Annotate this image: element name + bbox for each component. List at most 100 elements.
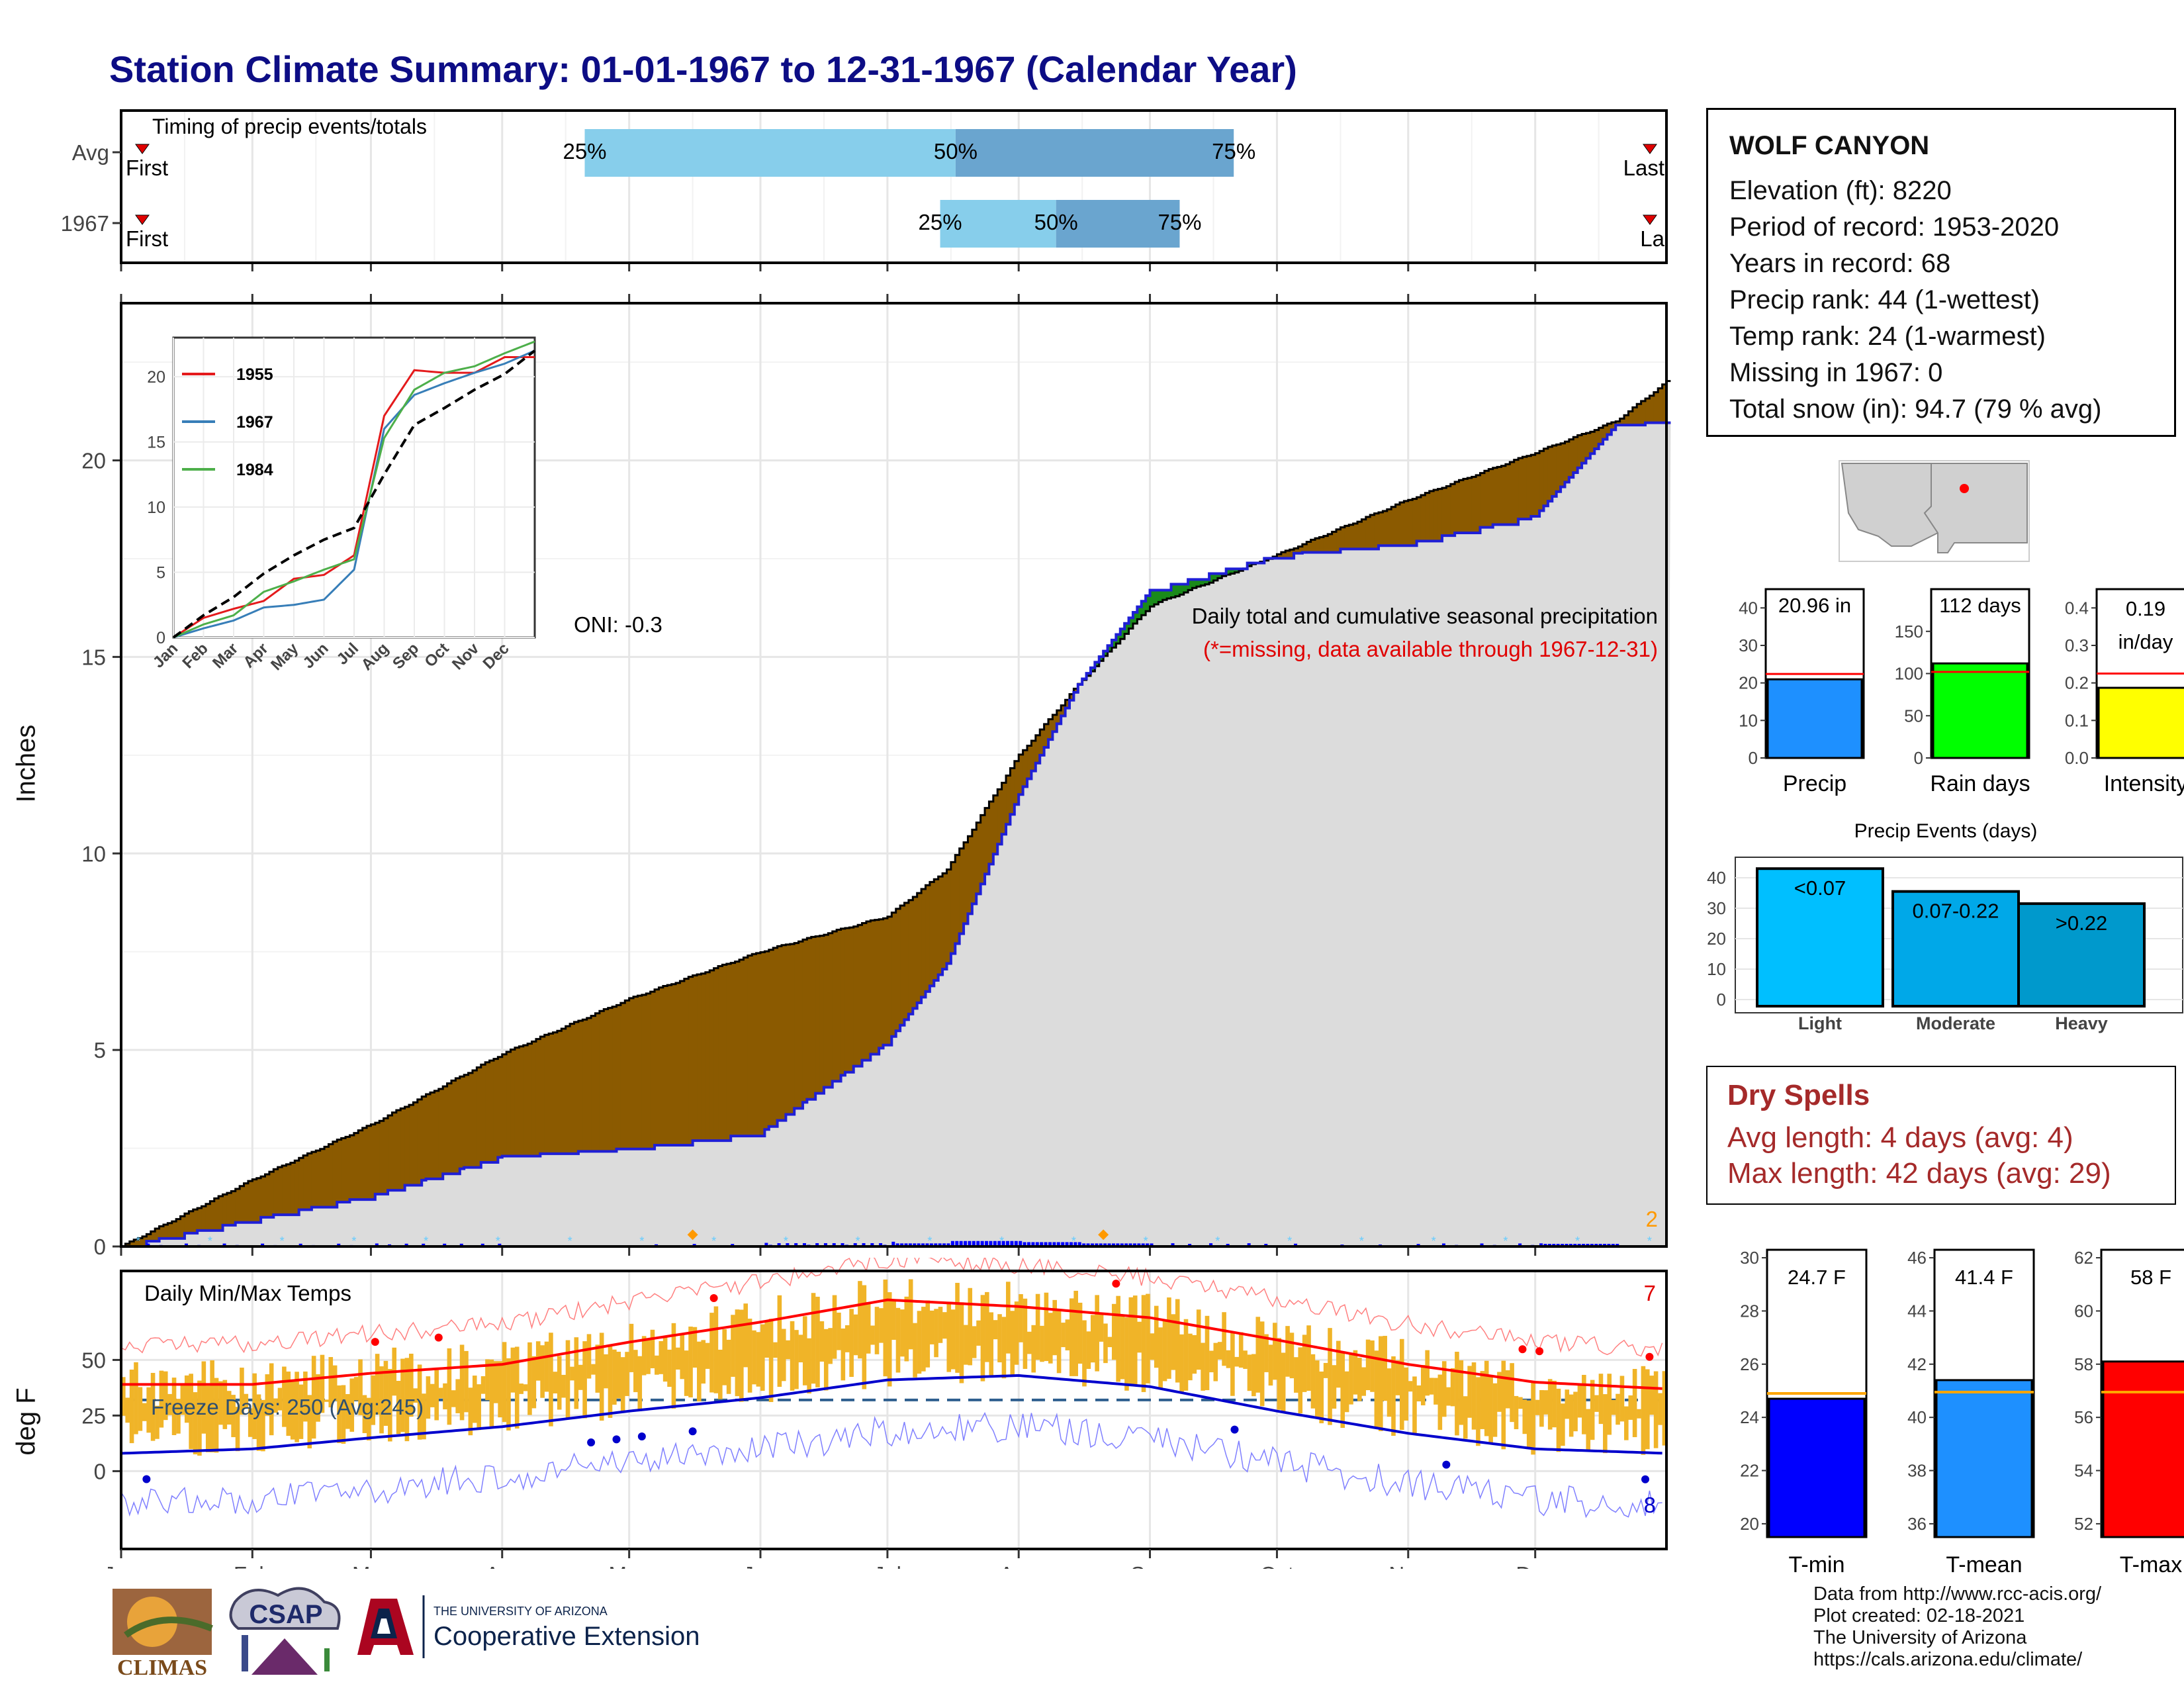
- precip-difference: [540, 1037, 545, 1154]
- temp-ylabel: deg F: [11, 1387, 41, 1456]
- daily-temp-bar: [731, 1315, 735, 1377]
- precip-difference: [1052, 714, 1058, 732]
- daily-temp-bar: [1598, 1374, 1604, 1425]
- daily-temp-bar: [662, 1337, 668, 1382]
- daily-temp-bar: [1425, 1350, 1430, 1396]
- daily-precip-bar: [832, 1243, 836, 1246]
- daily-precip-bar: [1150, 1243, 1154, 1246]
- daily-temp-bar: [917, 1311, 922, 1374]
- missing-snow-mark: *: [1215, 1235, 1220, 1248]
- precip-difference: [1213, 573, 1218, 581]
- precip-difference: [637, 996, 643, 1149]
- daily-temp-bar: [874, 1307, 880, 1354]
- daily-temp-bar: [1137, 1321, 1142, 1353]
- station-line: Elevation (ft): 8220: [1729, 176, 1952, 205]
- daily-temp-bar: [1107, 1336, 1113, 1348]
- precip-difference: [1302, 544, 1307, 553]
- month-axis: Jan Feb Mar Apr May Jun Jul Aug Sep Oct Nov Dec: [103, 1549, 1555, 1569]
- temp-summary-value: 58 F: [2130, 1266, 2171, 1289]
- daily-temp-bar: [1586, 1409, 1591, 1452]
- daily-temp-bar: [125, 1397, 130, 1423]
- summary-value: 0.19: [2126, 597, 2165, 620]
- daily-temp-bar: [1526, 1400, 1531, 1449]
- record-low-marker: [1230, 1425, 1239, 1434]
- precip-difference: [303, 1155, 308, 1210]
- precip-difference: [1353, 523, 1358, 549]
- daily-precip-bar: [298, 1243, 302, 1246]
- temp-summary-ytick-label: 44: [1907, 1301, 1927, 1321]
- precip-difference: [282, 1165, 287, 1215]
- precip-difference: [138, 1238, 143, 1246]
- daily-precip-bar: [1128, 1243, 1132, 1246]
- daily-temp-bar: [989, 1312, 994, 1378]
- precip-difference: [1306, 541, 1312, 553]
- daily-temp-bar: [747, 1319, 752, 1393]
- precip-difference: [942, 873, 948, 969]
- daily-temp-bar: [802, 1316, 807, 1385]
- daily-precip-bar: [375, 1243, 379, 1246]
- daily-temp-bar: [226, 1391, 232, 1425]
- daily-precip-bar: [1061, 1242, 1065, 1246]
- record-low-marker: [637, 1432, 646, 1441]
- precip-difference: [1192, 579, 1197, 588]
- daily-temp-bar: [1459, 1360, 1464, 1425]
- missing-snow-mark: *: [1575, 1235, 1580, 1248]
- precip-difference: [1573, 437, 1578, 473]
- precip-difference: [1294, 548, 1299, 553]
- precip-difference: [1476, 475, 1481, 533]
- observed-cumulative-line: [121, 421, 1671, 1248]
- daily-temp-bar: [1336, 1340, 1341, 1388]
- record-low-marker: [587, 1438, 596, 1447]
- daily-temp-bar: [646, 1338, 651, 1374]
- precip-difference: [629, 998, 634, 1149]
- precip-difference: [844, 928, 850, 1072]
- station-line: Period of record: 1953-2020: [1729, 212, 2060, 242]
- daily-temp-bar: [1455, 1352, 1459, 1436]
- daily-precip-bar: [1048, 1242, 1052, 1246]
- record-high-marker: [1112, 1280, 1120, 1288]
- daily-precip-bar: [862, 1243, 866, 1246]
- temp-daily-bars: [121, 1279, 1667, 1456]
- precip-difference: [1522, 457, 1527, 520]
- precip-difference: [1171, 584, 1176, 598]
- precip-difference: [527, 1043, 533, 1156]
- precip-difference: [768, 949, 774, 1127]
- precip-difference: [1615, 421, 1621, 426]
- daily-precip-bar: [1103, 1243, 1107, 1246]
- precip-difference: [1416, 497, 1422, 541]
- temp-summary-ytick-label: 46: [1907, 1248, 1927, 1268]
- daily-temp-bar: [1535, 1399, 1540, 1415]
- daily-precip-bar: [404, 1243, 408, 1246]
- precip-difference: [171, 1221, 177, 1239]
- daily-temp-bar: [523, 1384, 528, 1391]
- temp-ytick-label: 0: [94, 1459, 106, 1483]
- daily-temp-bar: [1061, 1323, 1066, 1348]
- daily-temp-bar: [1230, 1331, 1235, 1396]
- daily-temp-bar: [320, 1354, 325, 1413]
- daily-precip-bar: [1539, 1243, 1543, 1246]
- daily-temp-bar: [341, 1385, 346, 1444]
- station-line: Precip rank: 44 (1-wettest): [1729, 285, 2040, 314]
- precip-difference: [718, 966, 723, 1141]
- daily-temp-bar: [1361, 1367, 1366, 1396]
- precip-difference: [972, 829, 977, 904]
- daily-temp-bar: [1463, 1396, 1468, 1439]
- precip-difference: [1437, 489, 1443, 541]
- precip-difference: [968, 836, 973, 914]
- daily-temp-bar: [1441, 1361, 1447, 1417]
- daily-precip-bar: [921, 1243, 925, 1246]
- summary-bar: [2097, 686, 2184, 759]
- precip-difference: [565, 1026, 570, 1154]
- timing-row-label: 1967: [61, 211, 109, 236]
- station-location-dot: [1960, 484, 1969, 493]
- daily-temp-bar: [570, 1366, 574, 1381]
- precip-difference: [743, 957, 749, 1137]
- daily-temp-bar: [218, 1381, 223, 1425]
- missing-snow-mark: *: [1503, 1235, 1508, 1248]
- daily-temp-bar: [739, 1309, 744, 1402]
- precip-difference: [1480, 473, 1485, 528]
- precip-difference: [662, 986, 668, 1145]
- timing-bar-lower: [584, 129, 956, 177]
- station-name: WOLF CANYON: [1729, 131, 1930, 160]
- precip-difference: [383, 1118, 388, 1194]
